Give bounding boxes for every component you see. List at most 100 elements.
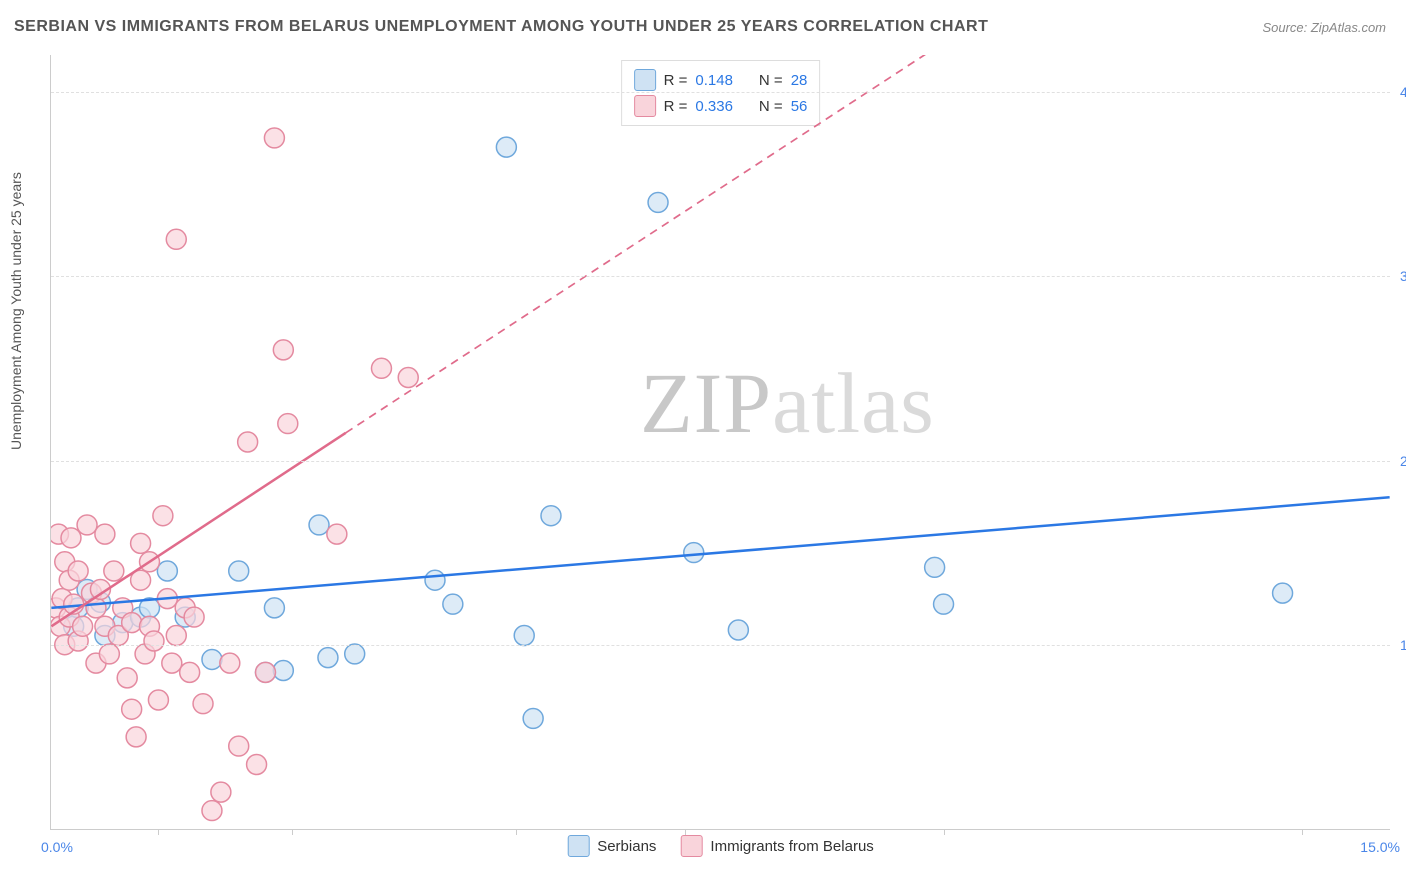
source-label: Source: ZipAtlas.com bbox=[1262, 20, 1386, 35]
scatter-point bbox=[523, 708, 543, 728]
scatter-point bbox=[82, 583, 102, 603]
scatter-point bbox=[166, 229, 186, 249]
scatter-point bbox=[140, 552, 160, 572]
scatter-point bbox=[264, 598, 284, 618]
legend-series-item: Serbians bbox=[567, 835, 656, 857]
scatter-point bbox=[95, 626, 115, 646]
scatter-point bbox=[264, 128, 284, 148]
legend-correlation-row: R = 0.336 N = 56 bbox=[634, 93, 808, 119]
scatter-point bbox=[90, 579, 110, 599]
scatter-point bbox=[95, 616, 115, 636]
legend-correlation-row: R =0.148N =28 bbox=[634, 67, 808, 93]
scatter-point bbox=[68, 561, 88, 581]
scatter-point bbox=[117, 668, 137, 688]
scatter-point bbox=[51, 598, 66, 618]
legend-swatch bbox=[680, 835, 702, 857]
scatter-point bbox=[309, 515, 329, 535]
scatter-point bbox=[131, 607, 151, 627]
watermark-brand: ZIP bbox=[640, 355, 772, 451]
scatter-point bbox=[514, 626, 534, 646]
scatter-point bbox=[77, 579, 97, 599]
scatter-point bbox=[90, 592, 110, 612]
legend-n-label: N = bbox=[759, 98, 783, 115]
x-tick-max: 15.0% bbox=[1360, 839, 1400, 855]
x-tick-mark bbox=[944, 829, 945, 835]
scatter-point bbox=[51, 524, 68, 544]
scatter-point bbox=[443, 594, 463, 614]
y-tick-label: 20.0% bbox=[1392, 453, 1406, 469]
scatter-point bbox=[122, 613, 142, 633]
scatter-point bbox=[153, 506, 173, 526]
scatter-point bbox=[327, 524, 347, 544]
scatter-point bbox=[166, 626, 186, 646]
scatter-point bbox=[229, 561, 249, 581]
scatter-point bbox=[211, 782, 231, 802]
scatter-point bbox=[273, 340, 293, 360]
legend-r-value: 0.148 bbox=[695, 72, 733, 89]
scatter-point bbox=[64, 594, 84, 614]
scatter-point bbox=[202, 801, 222, 821]
legend-series: Serbians Immigrants from Belarus bbox=[567, 835, 874, 857]
x-tick-min: 0.0% bbox=[41, 839, 73, 855]
legend-r-label: R = bbox=[664, 98, 688, 115]
legend-swatch bbox=[634, 69, 656, 91]
scatter-point bbox=[157, 561, 177, 581]
scatter-point bbox=[148, 690, 168, 710]
scatter-point bbox=[131, 533, 151, 553]
scatter-point bbox=[925, 557, 945, 577]
legend-swatch bbox=[567, 835, 589, 857]
legend-n-label: N = bbox=[759, 72, 783, 89]
scatter-point bbox=[61, 528, 81, 548]
scatter-point bbox=[180, 662, 200, 682]
scatter-point bbox=[238, 432, 258, 452]
scatter-point bbox=[73, 616, 93, 636]
scatter-point bbox=[68, 598, 88, 618]
scatter-point bbox=[122, 699, 142, 719]
x-tick-mark bbox=[158, 829, 159, 835]
gridline bbox=[51, 461, 1390, 462]
scatter-point bbox=[175, 598, 195, 618]
scatter-point bbox=[140, 616, 160, 636]
scatter-point bbox=[140, 598, 160, 618]
scatter-point bbox=[496, 137, 516, 157]
y-axis-label: Unemployment Among Youth under 25 years bbox=[8, 172, 24, 450]
scatter-point bbox=[934, 594, 954, 614]
scatter-point bbox=[728, 620, 748, 640]
scatter-point bbox=[59, 570, 79, 590]
scatter-point bbox=[273, 661, 293, 681]
scatter-point bbox=[175, 607, 195, 627]
gridline bbox=[51, 276, 1390, 277]
scatter-point bbox=[86, 598, 106, 618]
scatter-point bbox=[345, 644, 365, 664]
scatter-point bbox=[86, 653, 106, 673]
legend-n-value: 56 bbox=[791, 98, 808, 115]
legend-series-item: Immigrants from Belarus bbox=[680, 835, 873, 857]
scatter-point bbox=[157, 589, 177, 609]
trend-line bbox=[51, 497, 1389, 608]
y-tick-label: 40.0% bbox=[1392, 84, 1406, 100]
scatter-point bbox=[648, 192, 668, 212]
scatter-point bbox=[193, 694, 213, 714]
scatter-point bbox=[256, 662, 276, 682]
legend-series-label: Serbians bbox=[597, 838, 656, 855]
x-tick-mark bbox=[1302, 829, 1303, 835]
legend-r-value: 0.336 bbox=[695, 98, 733, 115]
legend-correlation: R =0.148N =28R =0.336N =56 bbox=[621, 60, 821, 126]
scatter-point bbox=[1273, 583, 1293, 603]
scatter-point bbox=[104, 561, 124, 581]
scatter-point bbox=[541, 506, 561, 526]
scatter-point bbox=[131, 570, 151, 590]
legend-swatch bbox=[634, 95, 656, 117]
chart-container: SERBIAN VS IMMIGRANTS FROM BELARUS UNEMP… bbox=[0, 0, 1406, 892]
scatter-point bbox=[144, 631, 164, 651]
gridline bbox=[51, 92, 1390, 93]
scatter-point bbox=[229, 736, 249, 756]
scatter-point bbox=[59, 607, 79, 627]
x-tick-mark bbox=[685, 829, 686, 835]
scatter-point bbox=[371, 358, 391, 378]
watermark: ZIPatlas bbox=[640, 353, 935, 453]
scatter-point bbox=[52, 589, 72, 609]
scatter-point bbox=[113, 613, 133, 633]
y-tick-label: 30.0% bbox=[1392, 268, 1406, 284]
scatter-point bbox=[256, 662, 276, 682]
